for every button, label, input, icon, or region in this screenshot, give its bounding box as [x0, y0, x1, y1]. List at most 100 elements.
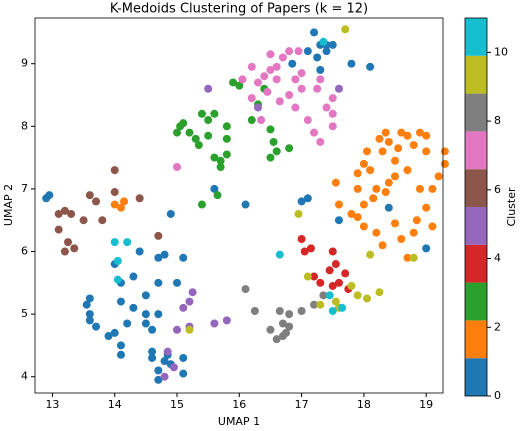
data-point — [341, 269, 350, 278]
data-point — [384, 137, 393, 146]
data-point — [135, 194, 144, 203]
data-point — [334, 278, 343, 287]
data-point — [322, 47, 331, 56]
data-point — [338, 303, 347, 312]
data-point — [141, 310, 150, 319]
data-point — [316, 75, 325, 84]
data-point — [347, 59, 356, 68]
data-point — [92, 322, 101, 331]
data-point — [222, 316, 231, 325]
data-point — [179, 119, 188, 128]
colorbar-band — [465, 93, 487, 132]
y-tick-label: 9 — [21, 57, 28, 70]
data-point — [409, 228, 418, 237]
data-point — [116, 297, 125, 306]
data-point — [222, 150, 231, 159]
data-point — [282, 328, 291, 337]
data-point — [297, 234, 306, 243]
data-point — [110, 328, 119, 337]
data-point — [98, 216, 107, 225]
data-point — [331, 178, 340, 187]
data-point — [154, 231, 163, 240]
data-point — [285, 310, 294, 319]
data-point — [160, 250, 169, 259]
colorbar-tick-label: 0 — [494, 389, 501, 402]
data-point — [85, 316, 94, 325]
data-point — [154, 375, 163, 384]
colorbar-band — [465, 320, 487, 359]
data-point — [328, 94, 337, 103]
data-point — [123, 319, 132, 328]
data-point — [173, 162, 182, 171]
x-tick-label: 17 — [295, 398, 309, 411]
data-point — [266, 153, 275, 162]
data-point — [179, 353, 188, 362]
data-point — [60, 247, 69, 256]
data-point — [359, 222, 368, 231]
data-point — [303, 272, 312, 281]
data-point — [272, 335, 281, 344]
data-point — [300, 247, 309, 256]
data-point — [235, 81, 244, 90]
x-tick-label: 14 — [108, 398, 122, 411]
data-point — [310, 128, 319, 137]
data-point — [381, 128, 390, 137]
data-point — [257, 116, 266, 125]
data-point — [285, 322, 294, 331]
data-point — [204, 84, 213, 93]
data-point — [216, 162, 225, 171]
data-point — [294, 47, 303, 56]
plot-frame — [34, 17, 444, 394]
data-point — [394, 144, 403, 153]
data-point — [363, 294, 372, 303]
data-point — [163, 347, 172, 356]
data-point — [334, 200, 343, 209]
data-point — [381, 188, 390, 197]
data-point — [213, 191, 222, 200]
colorbar-band — [465, 169, 487, 207]
data-point — [297, 69, 306, 78]
data-point — [266, 125, 275, 134]
data-point — [79, 216, 88, 225]
colorbar-band — [465, 18, 487, 56]
data-point — [113, 256, 122, 265]
data-point — [154, 310, 163, 319]
data-point — [160, 357, 169, 366]
data-point — [148, 325, 157, 334]
data-point — [197, 200, 206, 209]
data-point — [403, 166, 412, 175]
data-point — [92, 197, 101, 206]
data-point — [120, 197, 129, 206]
data-point — [397, 234, 406, 243]
data-point — [82, 300, 91, 309]
data-point — [319, 291, 328, 300]
data-point — [391, 156, 400, 165]
data-point — [303, 194, 312, 203]
data-point — [328, 122, 337, 131]
data-point — [210, 153, 219, 162]
data-point — [310, 28, 319, 37]
data-point — [322, 103, 331, 112]
x-tick-label: 16 — [232, 398, 246, 411]
data-point — [297, 197, 306, 206]
data-point — [272, 147, 281, 156]
y-tick-label: 7 — [21, 182, 28, 195]
data-point — [173, 278, 182, 287]
data-point — [160, 372, 169, 381]
data-point — [294, 209, 303, 218]
data-point — [116, 341, 125, 350]
data-point — [303, 116, 312, 125]
data-point — [341, 25, 350, 34]
data-point — [297, 306, 306, 315]
data-point — [428, 222, 437, 231]
data-point — [278, 319, 287, 328]
data-point — [222, 134, 231, 143]
data-point — [269, 137, 278, 146]
data-point — [247, 94, 256, 103]
data-point — [179, 369, 188, 378]
data-point — [185, 128, 194, 137]
data-point — [238, 75, 247, 84]
data-point — [135, 247, 144, 256]
data-point — [154, 366, 163, 375]
data-point — [241, 285, 250, 294]
